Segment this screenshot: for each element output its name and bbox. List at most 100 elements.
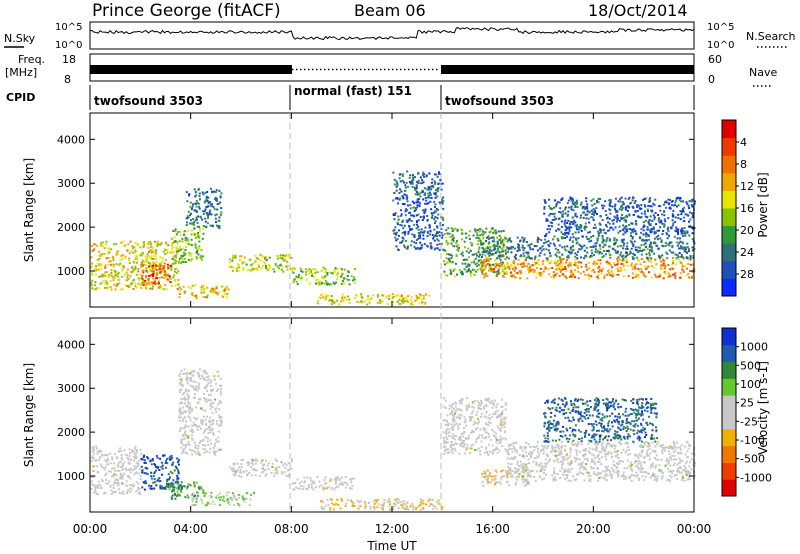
velocity-yticks: 1000 2000 3000 4000 (57, 338, 694, 483)
power-cbar-tick-label-0: 4 (740, 136, 747, 149)
vel-cbar-tick-label-0: 1000 (740, 341, 768, 354)
nsearch-tick-top: 10^5 (707, 22, 734, 33)
cpid-label: CPID (6, 91, 35, 104)
power-cbar-tick-label-6: 28 (740, 268, 754, 281)
freq-band-3 (441, 65, 694, 74)
xtick-label-0: 00:00 (73, 522, 108, 536)
velocity-region-1 (140, 454, 180, 491)
vel-cbar-tick-label-2: 100 (740, 378, 761, 391)
time-axis-label: Time UT (366, 539, 417, 553)
velocity-region-6 (291, 476, 355, 491)
vel-cbar-swatch-7 (722, 361, 736, 379)
power-cbar-swatch-3 (722, 225, 736, 244)
power-colorbar: 4 8 12 16 20 24 28 (721, 119, 754, 297)
velocity-region-10 (506, 440, 696, 483)
velocity-ytick-label-2: 3000 (57, 382, 85, 395)
power-cbar-swatch-5 (722, 190, 736, 209)
velocity-region-8 (442, 397, 508, 456)
power-ytick-label-3: 4000 (57, 133, 85, 146)
power-cbar-swatch-8 (722, 137, 736, 156)
velocity-ytick-label-0: 1000 (57, 470, 85, 483)
velocity-region-5 (229, 458, 293, 478)
vel-cbar-swatch-0 (722, 479, 736, 497)
vel-cbar-tick-label-4: -25 (740, 415, 758, 428)
vel-cbar-swatch-1 (722, 462, 736, 480)
vel-cbar-tick-label-5: -100 (740, 434, 765, 447)
power-cbar-swatch-6 (722, 172, 736, 191)
xtick-label-3: 12:00 (375, 522, 410, 536)
nsky-panel-frame (89, 21, 695, 50)
xtick-label-4: 16:00 (475, 522, 510, 536)
velocity-heatmap (90, 368, 696, 511)
nave-label: Nave (749, 66, 777, 79)
freq-tick-top: 18 (62, 53, 76, 66)
nsearch-tick-bottom: 10^0 (707, 40, 734, 51)
velocity-colorbar-label: Velocity [m s-1] (756, 361, 770, 455)
vel-cbar-frame (721, 327, 737, 497)
station-title: Prince George (fitACF) (92, 1, 281, 21)
beam-label: Beam 06 (354, 1, 426, 20)
vel-cbar-tick-label-1: 500 (740, 359, 761, 372)
power-ytick-label-0: 1000 (57, 265, 85, 278)
velocity-ylabel: Slant Range [km] (22, 363, 36, 467)
velocity-region-3 (178, 368, 223, 456)
power-region-5 (228, 253, 294, 273)
cpid-segment-1: twofsound 3503 (94, 94, 203, 108)
freq-band-1 (90, 65, 292, 74)
xtick-label-5: 20:00 (576, 522, 611, 536)
xtick-label-2: 08:00 (274, 522, 309, 536)
time-axis: 00:00 04:00 08:00 12:00 16:00 20:00 00:00 (73, 113, 712, 536)
power-region-3 (185, 187, 223, 230)
freq-label: Freq. (18, 53, 45, 66)
freq-tick-bottom: 8 (64, 73, 71, 86)
nsky-trace (89, 27, 695, 41)
power-region-10 (480, 257, 696, 280)
power-cbar-swatch-0 (722, 278, 736, 297)
velocity-region-7 (320, 498, 444, 511)
vel-cbar-tick-label-7: -1000 (740, 471, 772, 484)
vel-cbar-tick-label-6: -500 (740, 453, 765, 466)
velocity-ytick-label-3: 4000 (57, 338, 85, 351)
velocity-region-0 (90, 445, 143, 496)
vel-cbar-swatch-8 (722, 344, 736, 363)
xtick-label-1: 04:00 (173, 522, 208, 536)
power-region-0 (90, 240, 180, 291)
nave-tick-top: 60 (708, 53, 722, 66)
vel-cbar-swatch-4 (722, 412, 736, 430)
power-cbar-swatch-2 (722, 243, 736, 262)
power-cbar-tick-label-1: 8 (740, 158, 747, 171)
power-heatmap (90, 170, 696, 306)
nsky-tick-top: 10^5 (55, 22, 82, 33)
nsky-tick-bottom: 10^0 (55, 40, 82, 51)
vel-cbar-swatch-3 (722, 428, 736, 447)
nsearch-label: N.Search (746, 30, 796, 43)
power-region-12 (543, 196, 696, 238)
power-cbar-tick-label-4: 20 (740, 224, 754, 237)
power-region-1 (140, 262, 173, 286)
vel-cbar-swatch-5 (722, 395, 736, 413)
power-region-2 (170, 227, 205, 265)
velocity-region-11 (543, 397, 659, 443)
power-ytick-label-1: 2000 (57, 221, 85, 234)
nave-tick-bottom: 0 (708, 73, 715, 86)
power-region-7 (317, 293, 431, 306)
nsky-label: N.Sky (4, 32, 36, 45)
power-cbar-tick-label-5: 24 (740, 246, 754, 259)
power-cbar-tick-label-2: 12 (740, 180, 754, 193)
vel-cbar-swatch-9 (722, 328, 736, 346)
cpid-segment-3: twofsound 3503 (445, 94, 554, 108)
power-cbar-swatch-9 (722, 120, 736, 139)
power-region-4 (178, 284, 230, 300)
cpid-segment-2: normal (fast) 151 (294, 84, 412, 98)
power-cbar-swatch-1 (722, 260, 736, 279)
vel-cbar-swatch-6 (722, 378, 736, 396)
velocity-ytick-label-1: 2000 (57, 426, 85, 439)
power-region-11 (480, 236, 696, 260)
power-ylabel: Slant Range [km] (22, 158, 36, 262)
power-cbar-swatch-4 (722, 208, 736, 227)
freq-unit: [MHz] (5, 66, 37, 79)
vel-cbar-swatch-2 (722, 445, 736, 463)
xtick-label-6: 00:00 (677, 522, 712, 536)
